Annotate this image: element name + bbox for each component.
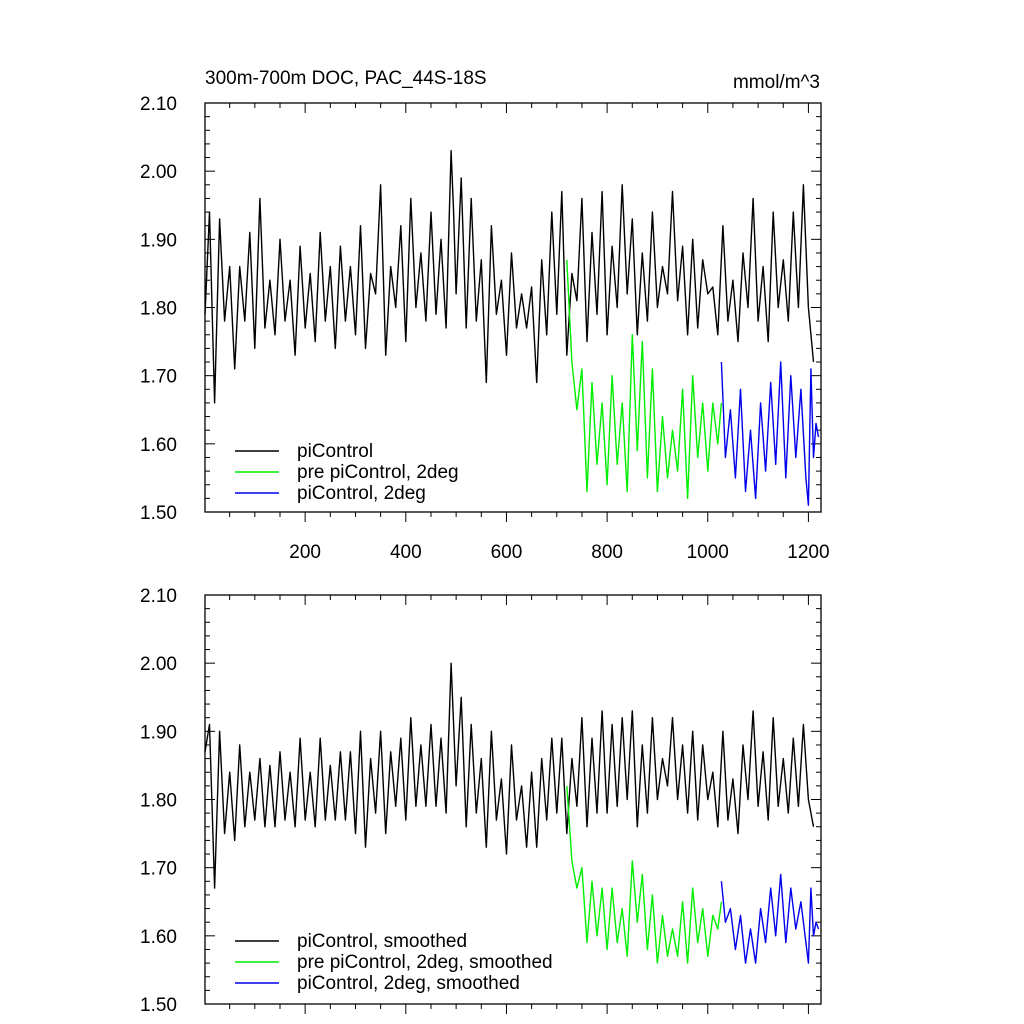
bottom-series-lines [204,662,820,964]
legend-label-2: piControl, 2deg, smoothed [297,973,520,994]
top-x-tick-labels: 200 400 600 800 1000 1200 [289,542,829,563]
y-tick-label: 1.70 [140,367,177,388]
legend-label-0: piControl [297,441,373,462]
y-tick-label: 1.60 [140,927,177,948]
x-tick-label: 200 [289,542,321,563]
series-line-1 [566,785,723,964]
x-tick-label: 800 [591,542,623,563]
y-tick-label: 1.90 [140,230,177,251]
units-label: mmol/m^3 [733,72,820,93]
series-line-0 [204,662,815,889]
chart-title: 300m-700m DOC, PAC_44S-18S [205,68,487,89]
x-tick-label: 600 [491,542,523,563]
y-tick-label: 2.10 [140,94,177,115]
y-tick-label: 1.80 [140,791,177,812]
top-series-lines [204,149,820,506]
top-y-tick-labels: 1.50 1.60 1.70 1.80 1.90 2.00 2.10 [140,94,177,524]
bottom-plot-frame [204,594,822,1005]
y-tick-label: 1.70 [140,859,177,880]
y-tick-label: 1.50 [140,995,177,1016]
y-tick-label: 1.80 [140,299,177,320]
series-line-1 [566,259,723,500]
legend-label-1: pre piControl, 2deg, smoothed [297,952,553,973]
y-tick-label: 1.90 [140,722,177,743]
top-plot-area: 1.50 1.60 1.70 1.80 1.90 2.00 2.10 200 400 600 80… [140,94,830,563]
legend-label-0: piControl, smoothed [297,931,467,952]
legend-label-2: piControl, 2deg [297,483,426,504]
top-plot-frame [204,102,822,513]
y-tick-label: 2.00 [140,162,177,183]
y-tick-label: 1.50 [140,503,177,524]
series-line-0 [204,149,815,404]
legend-label-1: pre piControl, 2deg [297,462,459,483]
x-tick-label: 400 [390,542,422,563]
y-tick-label: 2.00 [140,654,177,675]
x-tick-label: 1000 [687,542,729,563]
series-line-2 [720,873,820,964]
y-tick-label: 2.10 [140,586,177,607]
bottom-plot-area: 1.50 1.60 1.70 1.80 1.90 2.00 2.10 piControl, … [140,586,822,1016]
x-tick-label: 1200 [787,542,829,563]
bottom-y-tick-labels: 1.50 1.60 1.70 1.80 1.90 2.00 2.10 [140,586,177,1016]
series-line-2 [720,361,820,506]
y-tick-label: 1.60 [140,435,177,456]
